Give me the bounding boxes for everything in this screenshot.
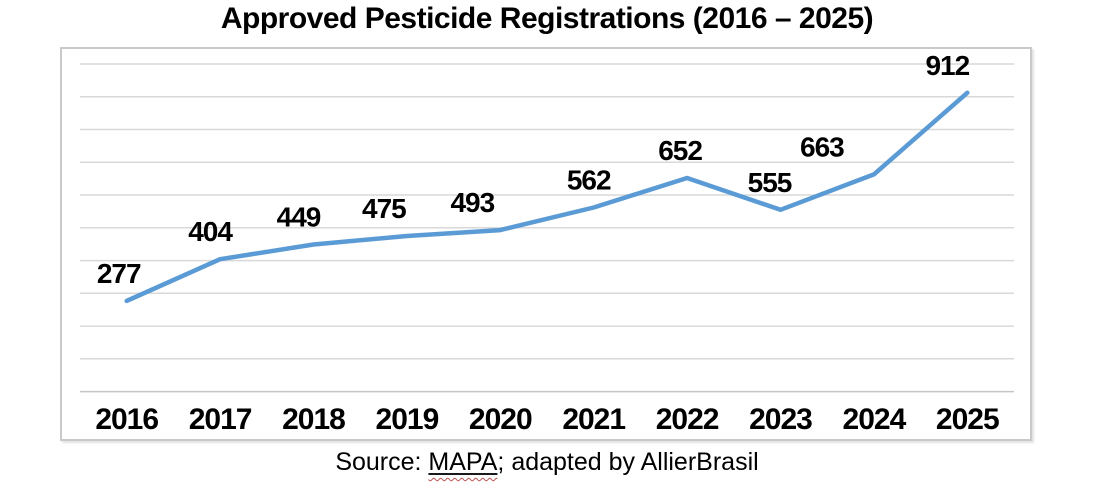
x-axis-label: 2018: [282, 403, 345, 436]
data-label: 562: [567, 165, 611, 196]
x-axis-label: 2025: [936, 403, 999, 436]
data-label: 652: [658, 135, 702, 166]
data-label: 912: [925, 50, 969, 81]
source-suffix: ; adapted by AllierBrasil: [497, 448, 759, 476]
source-agency-underlined: MAPA: [428, 448, 497, 476]
x-axis-label: 2023: [749, 403, 812, 436]
line-plot: 277 404 449 475 493 562 652 555 663 912 2016 2017 20…: [80, 50, 1014, 436]
x-axis-label: 2024: [843, 403, 907, 436]
source-caption: Source: MAPA; adapted by AllierBrasil: [0, 448, 1094, 477]
data-label: 475: [362, 193, 406, 224]
series-line: [124, 90, 970, 304]
x-axis-label: 2022: [656, 403, 719, 436]
data-label: 277: [97, 258, 141, 289]
data-label: 663: [800, 131, 844, 162]
data-label: 493: [450, 187, 494, 218]
x-axis-label: 2016: [95, 403, 158, 436]
x-axis-label: 2017: [189, 403, 252, 436]
source-agency-spellcheck: MAPA: [428, 448, 498, 476]
data-label: 555: [748, 167, 792, 198]
x-axis-label: 2019: [376, 403, 439, 436]
data-label: 449: [277, 202, 321, 233]
x-axis-label: 2020: [469, 403, 532, 436]
chart-title: Approved Pesticide Registrations (2016 –…: [220, 2, 874, 35]
x-axis-label: 2021: [562, 403, 625, 436]
data-label: 404: [188, 216, 233, 247]
source-prefix: Source:: [335, 448, 429, 476]
chart-area: 277 404 449 475 493 562 652 555 663 912 2016 2017 20…: [60, 47, 1032, 441]
